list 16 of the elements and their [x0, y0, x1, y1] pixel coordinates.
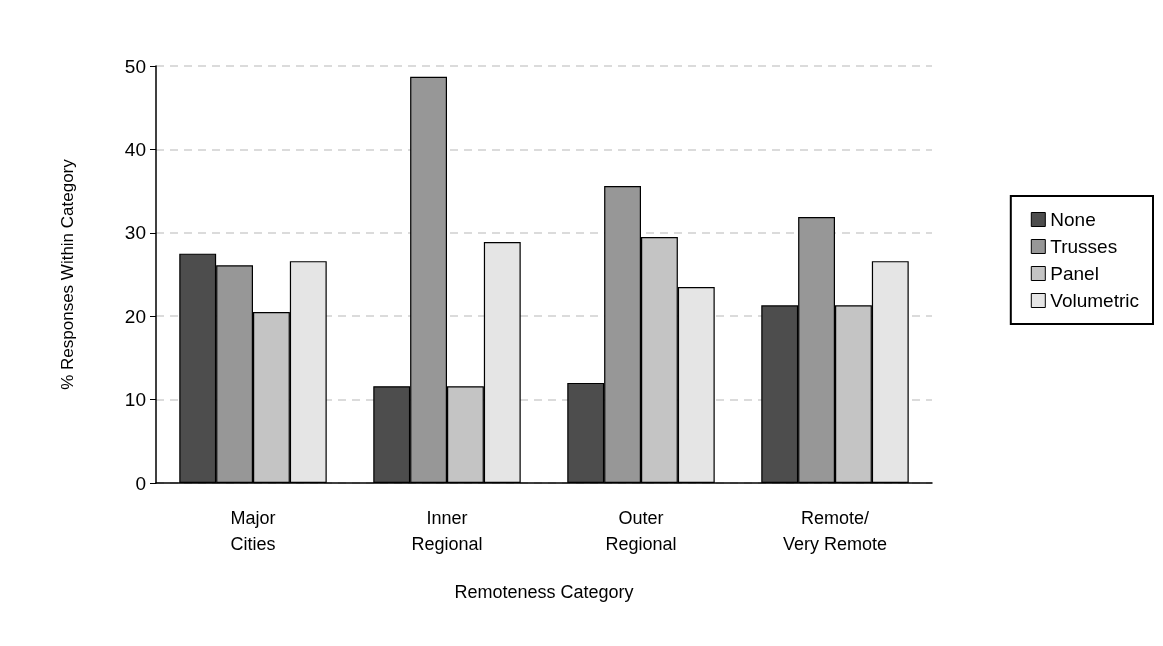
x-tick-label: Remote/ Very Remote [782, 508, 888, 554]
legend-label: Panel [1050, 263, 1099, 284]
y-tick-label: 10 [124, 389, 146, 411]
legend-label: Volumetric [1050, 290, 1139, 311]
x-tick-label: Major Cities [230, 508, 276, 554]
y-tick-label: 20 [124, 305, 146, 327]
y-tick-label: 50 [124, 55, 146, 77]
x-tick-label: Inner Regional [411, 508, 483, 554]
y-tick-label: 30 [124, 222, 146, 244]
legend-label: Trusses [1050, 236, 1118, 257]
x-tick-label: Outer Regional [605, 508, 677, 554]
y-axis-title: % Responses Within Category [58, 158, 77, 390]
x-axis-title: Remoteness Category [454, 582, 634, 602]
y-tick-label: 40 [124, 138, 146, 160]
legend-label: None [1050, 209, 1096, 230]
y-tick-label: 0 [135, 472, 146, 494]
